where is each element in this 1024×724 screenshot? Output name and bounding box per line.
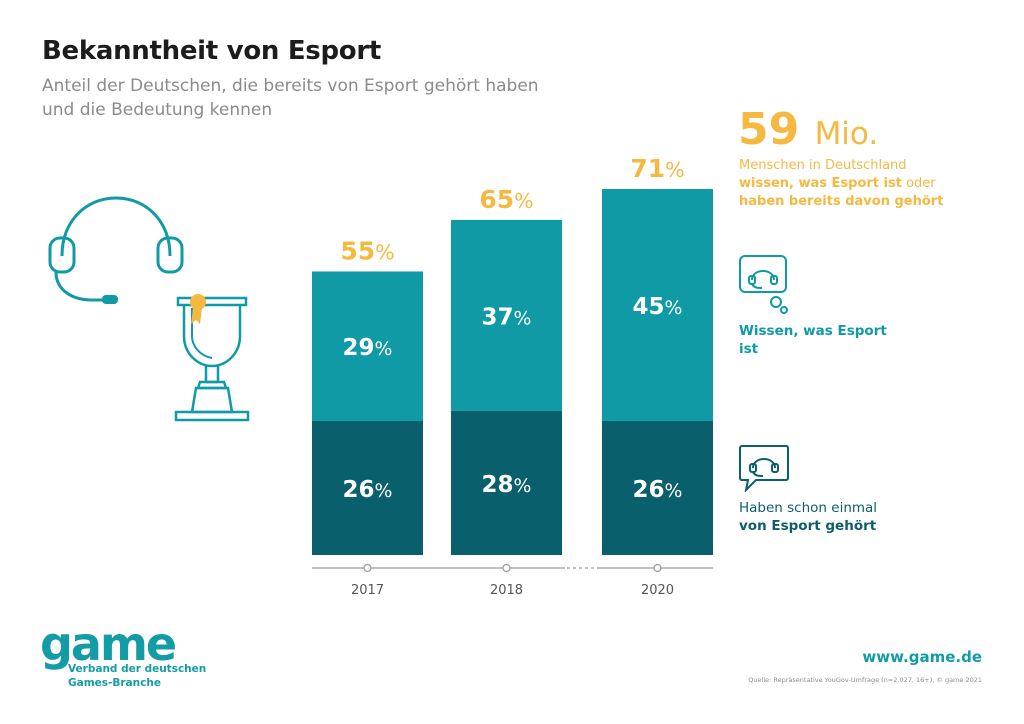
- highlight-text-or: oder: [906, 176, 936, 191]
- x-tick-label-2018: 2018: [490, 583, 523, 598]
- x-tick-2020: [653, 563, 662, 573]
- headset-speech-bubble-icon: [739, 445, 789, 492]
- bar-label-2020-0: 26%: [633, 477, 683, 503]
- bar-segment-2017-1: [312, 271, 423, 421]
- bar-segment-2017-0: [312, 420, 423, 555]
- legend-label-wissen: Wissen, was Esport ist: [739, 323, 887, 357]
- bar-label-2017-0: 26%: [343, 477, 393, 503]
- logo-subtitle-line2: Games-Branche: [68, 677, 161, 689]
- bar-label-2018-1: 37%: [482, 304, 532, 330]
- website-link[interactable]: www.game.de: [862, 648, 982, 666]
- logo-subtitle-line1: Verband der deutschen: [68, 663, 207, 675]
- x-tick-label-2017: 2017: [351, 583, 384, 598]
- game-logo: game: [40, 617, 177, 671]
- bar-segment-2020-1: [602, 189, 713, 421]
- total-label-2018: 65%: [479, 185, 533, 214]
- page-subtitle: Anteil der Deutschen, die bereits von Es…: [42, 76, 539, 120]
- bar-segment-2018-0: [451, 410, 562, 555]
- total-label-2017: 55%: [340, 236, 394, 265]
- highlight-figure: 59 Mio.: [738, 104, 878, 160]
- source-note: Quelle: Repräsentative YouGov-Umfrage (n…: [748, 676, 982, 684]
- legend-label-gehoert: Haben schon einmal von Esport gehört: [739, 499, 939, 535]
- legend-label-gehoert-bold: von Esport gehört: [739, 518, 877, 534]
- highlight-text-plain: Menschen in Deutschland: [739, 158, 907, 173]
- x-tick-2018: [502, 563, 511, 573]
- x-tick-2017: [363, 563, 372, 573]
- highlight-text-bold-2: haben bereits davon gehört: [739, 194, 944, 209]
- bar-label-2020-1: 45%: [633, 294, 683, 320]
- logo-subtitle: Verband der deutschen Games-Branche: [68, 662, 248, 690]
- x-tick-label-2020: 2020: [641, 583, 674, 598]
- highlight-number: 59: [738, 104, 800, 155]
- headset-icon: [48, 196, 184, 304]
- headset-chat-icon: [739, 255, 788, 314]
- bar-segment-2018-1: [451, 219, 562, 411]
- page-title: Bekanntheit von Esport: [42, 36, 382, 66]
- highlight-text: Menschen in Deutschland wissen, was Espo…: [739, 157, 969, 211]
- highlight-unit: Mio.: [814, 116, 879, 152]
- bar-label-2017-1: 29%: [343, 335, 393, 361]
- total-label-2020: 71%: [630, 154, 684, 183]
- highlight-text-bold: wissen, was Esport ist: [739, 176, 902, 191]
- trophy-icon: [174, 294, 250, 422]
- bar-label-2018-0: 28%: [482, 472, 532, 498]
- bar-segment-2020-0: [602, 420, 713, 555]
- legend-label-gehoert-plain: Haben schon einmal: [739, 500, 878, 516]
